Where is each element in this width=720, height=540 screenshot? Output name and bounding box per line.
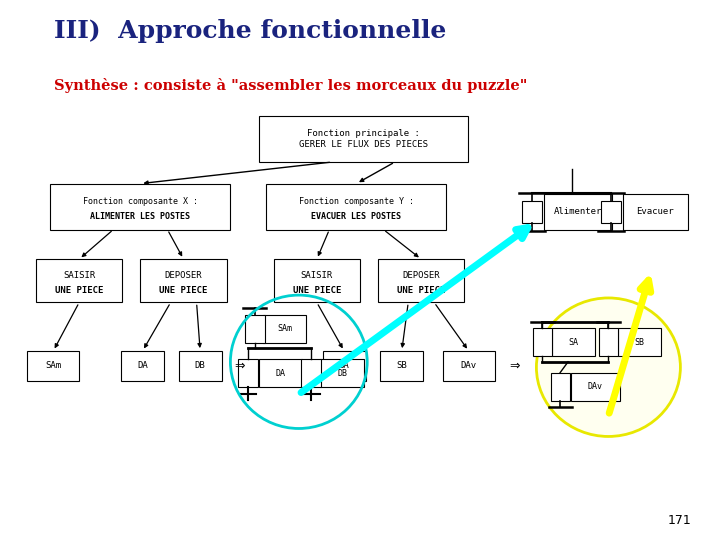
Bar (238, 359, 258, 387)
Text: ⇒: ⇒ (235, 359, 245, 373)
Bar (618, 328, 661, 356)
Bar (179, 351, 222, 381)
Bar (544, 194, 612, 230)
Bar (571, 373, 620, 401)
Bar (274, 259, 360, 302)
Text: UNE PIECE: UNE PIECE (159, 286, 208, 295)
Text: UNE PIECE: UNE PIECE (55, 286, 104, 295)
Bar (552, 328, 595, 356)
Text: UNE PIECE: UNE PIECE (397, 286, 446, 295)
Text: SA: SA (339, 361, 349, 370)
Bar (380, 351, 423, 381)
Bar (263, 315, 306, 343)
Text: Evacuer: Evacuer (636, 207, 674, 217)
Text: Synthèse : consiste à "assembler les morceaux du puzzle": Synthèse : consiste à "assembler les mor… (54, 78, 527, 93)
Text: SAISIR: SAISIR (301, 271, 333, 280)
Text: Alimenter: Alimenter (554, 207, 602, 217)
Ellipse shape (536, 298, 680, 436)
Bar (320, 359, 364, 387)
Bar (27, 351, 79, 381)
Text: SB: SB (397, 361, 407, 370)
Text: DA: DA (276, 369, 286, 377)
Bar (599, 328, 618, 356)
Text: SAm: SAm (277, 325, 292, 333)
Bar (245, 315, 265, 343)
Bar (378, 259, 464, 302)
Bar (259, 359, 302, 387)
Text: ALIMENTER LES POSTES: ALIMENTER LES POSTES (91, 212, 190, 221)
Text: Fonction principale :
GERER LE FLUX DES PIECES: Fonction principale : GERER LE FLUX DES … (299, 130, 428, 148)
Text: 171: 171 (667, 514, 691, 526)
Text: Fonction composante Y :: Fonction composante Y : (299, 197, 414, 206)
Text: DB: DB (337, 369, 347, 377)
Bar (140, 259, 227, 302)
Bar (50, 184, 230, 230)
Bar (533, 328, 552, 356)
Bar (121, 351, 164, 381)
Text: III)  Approche fonctionnelle: III) Approche fonctionnelle (54, 19, 446, 43)
Bar (266, 184, 446, 230)
Bar (259, 116, 468, 162)
Text: DEPOSER: DEPOSER (402, 271, 440, 280)
Text: ⇒: ⇒ (510, 359, 520, 373)
Bar (551, 373, 570, 401)
Bar (323, 351, 366, 381)
Text: SA: SA (569, 338, 579, 347)
Bar (443, 351, 495, 381)
Text: DA: DA (138, 361, 148, 370)
Text: SAm: SAm (45, 361, 61, 370)
Text: SB: SB (634, 338, 644, 347)
Bar (522, 201, 542, 223)
Text: UNE PIECE: UNE PIECE (292, 286, 341, 295)
Text: SAISIR: SAISIR (63, 271, 95, 280)
Text: DB: DB (195, 361, 205, 370)
Text: Fonction composante X :: Fonction composante X : (83, 197, 198, 206)
Text: EVACUER LES POSTES: EVACUER LES POSTES (311, 212, 402, 221)
Text: DAv: DAv (588, 382, 603, 391)
Text: DEPOSER: DEPOSER (165, 271, 202, 280)
Text: DAv: DAv (461, 361, 477, 370)
Bar (623, 194, 688, 230)
Bar (601, 201, 621, 223)
Bar (36, 259, 122, 302)
Bar (301, 359, 321, 387)
